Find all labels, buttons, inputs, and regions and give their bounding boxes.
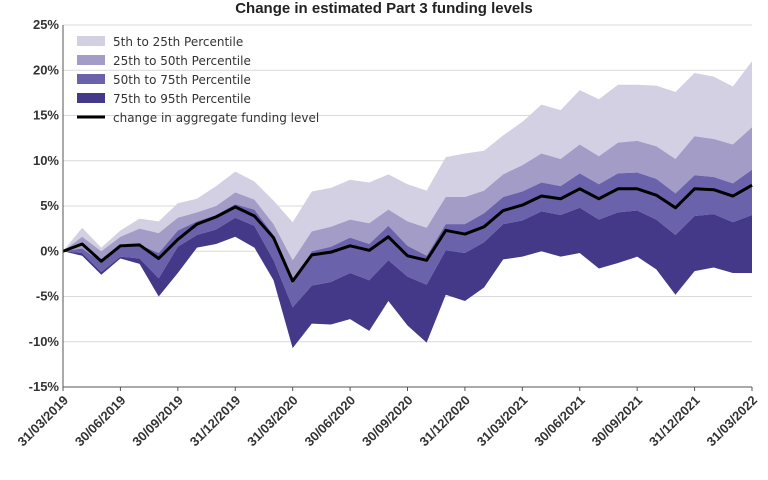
- legend-swatch: [77, 55, 105, 65]
- y-tick-label: 25%: [33, 17, 59, 32]
- y-tick-label: 20%: [33, 62, 59, 77]
- x-tick-label: 30/06/2020: [302, 393, 359, 450]
- legend: 5th to 25th Percentile 25th to 50th Perce…: [77, 35, 319, 125]
- aggregate-line-layer: [62, 183, 753, 283]
- band-3: [63, 169, 752, 308]
- x-tick-label: 30/09/2021: [589, 393, 646, 450]
- percentile-bands: [63, 61, 752, 349]
- y-tick-label: 0%: [40, 243, 59, 258]
- x-tick-label: 30/09/2020: [359, 393, 416, 450]
- y-tick-label: -10%: [29, 334, 60, 349]
- y-tick-label: 15%: [33, 108, 59, 123]
- x-tick-label: 30/06/2021: [531, 393, 588, 450]
- legend-label: 25th to 50th Percentile: [113, 54, 251, 68]
- x-tick-label: 31/03/2021: [474, 393, 531, 450]
- legend-label: 75th to 95th Percentile: [113, 92, 251, 106]
- band-1: [63, 61, 752, 261]
- y-tick-label: 5%: [40, 198, 59, 213]
- x-tick-label: 30/09/2019: [129, 393, 186, 450]
- x-tick-label: 31/03/2020: [244, 393, 301, 450]
- y-tick-label: 10%: [33, 153, 59, 168]
- legend-swatch: [77, 93, 105, 103]
- band-4: [63, 207, 752, 349]
- legend-label: 50th to 75th Percentile: [113, 73, 251, 87]
- chart-title: Change in estimated Part 3 funding level…: [235, 0, 533, 17]
- legend-swatch: [77, 74, 105, 84]
- x-tick-label: 31/12/2020: [416, 393, 473, 450]
- x-tick-label: 31/12/2019: [187, 393, 244, 450]
- aggregate-funding-line: [62, 183, 753, 283]
- x-tick-label: 31/03/2022: [703, 393, 760, 450]
- band-2: [63, 127, 752, 284]
- x-tick-label: 30/06/2019: [72, 393, 129, 450]
- x-tick-label: 31/03/2019: [14, 393, 71, 450]
- y-tick-label: -15%: [29, 379, 60, 394]
- x-tick-label: 31/12/2021: [646, 393, 703, 450]
- legend-label: change in aggregate funding level: [113, 111, 319, 125]
- y-tick-label: -5%: [36, 289, 60, 304]
- legend-label: 5th to 25th Percentile: [113, 35, 243, 49]
- legend-swatch: [77, 36, 105, 46]
